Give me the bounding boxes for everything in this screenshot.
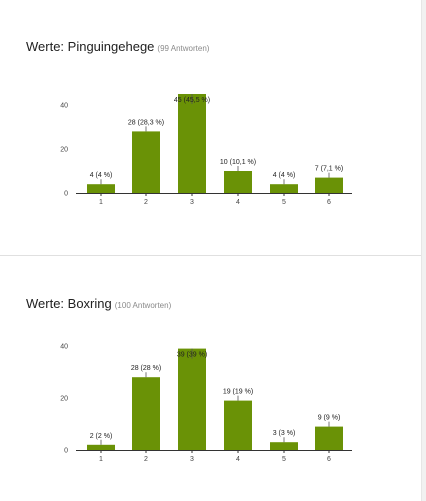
data-label: 2 (2 %) bbox=[90, 433, 113, 440]
bar-chart: 0 20 40 1 4 (4 %) 2 28 (28,3 %) 3 45 (45,5 %) 4 10… bbox=[60, 94, 352, 206]
bar bbox=[315, 426, 343, 450]
bar bbox=[132, 131, 160, 193]
data-label: 28 (28 %) bbox=[131, 365, 161, 372]
chart-title: Werte: Pinguingehege bbox=[26, 39, 155, 54]
y-tick-label: 0 bbox=[64, 191, 68, 198]
response-count: (100 Antworten) bbox=[114, 301, 172, 310]
bar bbox=[87, 444, 115, 450]
data-label: 10 (10,1 %) bbox=[220, 159, 256, 166]
section-divider bbox=[0, 255, 426, 256]
x-tick-label: 3 bbox=[190, 199, 194, 206]
bar bbox=[178, 348, 206, 450]
data-label: 7 (7,1 %) bbox=[315, 166, 343, 173]
x-tick-label: 1 bbox=[99, 456, 103, 463]
x-tick-label: 4 bbox=[236, 456, 240, 463]
y-tick-label: 40 bbox=[60, 344, 68, 351]
bar bbox=[270, 442, 298, 450]
x-tick-label: 1 bbox=[99, 199, 103, 206]
bar bbox=[224, 400, 252, 450]
bar bbox=[270, 184, 298, 193]
bar bbox=[132, 377, 160, 450]
y-tick-label: 20 bbox=[60, 147, 68, 154]
x-tick-label: 3 bbox=[190, 456, 194, 463]
data-label: 4 (4 %) bbox=[273, 172, 296, 179]
y-tick-label: 0 bbox=[64, 448, 68, 455]
chart-title: Werte: Boxring bbox=[26, 296, 112, 311]
data-label: 3 (3 %) bbox=[273, 430, 296, 437]
x-tick-label: 6 bbox=[327, 456, 331, 463]
bar bbox=[224, 171, 252, 193]
chart-panel-boxring: Werte: Boxring (100 Antworten) 0 20 40 1 2 (2… bbox=[0, 256, 426, 501]
x-tick-label: 5 bbox=[282, 199, 286, 206]
data-label: 39 (39 %) bbox=[177, 352, 207, 359]
x-tick-label: 2 bbox=[144, 199, 148, 206]
y-tick-label: 20 bbox=[60, 396, 68, 403]
data-label: 28 (28,3 %) bbox=[128, 119, 164, 126]
x-tick-label: 2 bbox=[144, 456, 148, 463]
y-tick-label: 40 bbox=[60, 103, 68, 110]
x-tick-label: 6 bbox=[327, 199, 331, 206]
chart-header: Werte: Pinguingehege (99 Antworten) bbox=[26, 38, 209, 56]
bar bbox=[315, 177, 343, 193]
response-count: (99 Antworten) bbox=[157, 44, 210, 53]
scrollbar-track[interactable] bbox=[421, 0, 426, 501]
bar bbox=[87, 184, 115, 193]
data-label: 19 (19 %) bbox=[223, 389, 253, 396]
chart-header: Werte: Boxring (100 Antworten) bbox=[26, 295, 171, 313]
data-label: 9 (9 %) bbox=[318, 415, 341, 422]
bar bbox=[178, 94, 206, 193]
x-tick-label: 5 bbox=[282, 456, 286, 463]
data-label: 45 (45,5 %) bbox=[174, 97, 210, 104]
chart-panel-pinguingehege: Werte: Pinguingehege (99 Antworten) 0 20 40… bbox=[26, 38, 352, 206]
x-tick-label: 4 bbox=[236, 199, 240, 206]
data-label: 4 (4 %) bbox=[90, 172, 113, 179]
bar-chart: 0 20 40 1 2 (2 %) 2 28 (28 %) 3 39 (39 %) 4 19 (19… bbox=[60, 344, 352, 463]
